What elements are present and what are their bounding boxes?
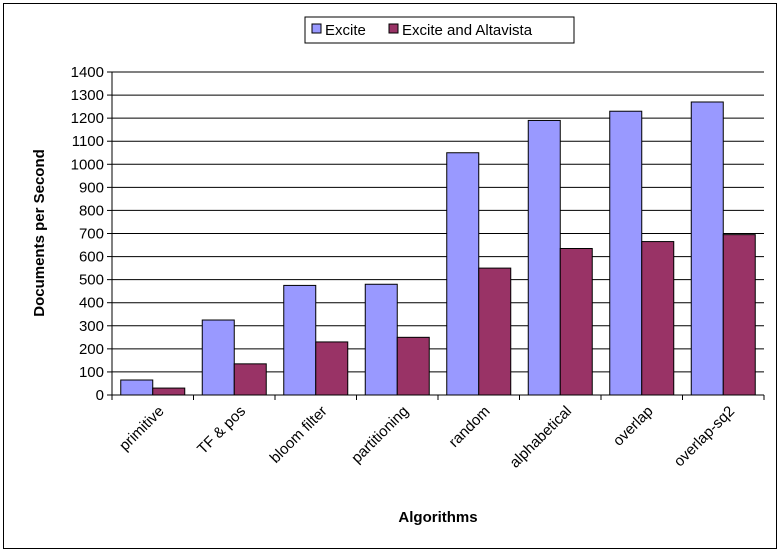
x-tick-label: partitioning [348, 403, 412, 467]
bar-excite [690, 101, 724, 396]
bar-excite-and-altavista [152, 387, 186, 396]
x-tick-label: overlap [610, 403, 657, 450]
bar-excite-and-altavista [641, 241, 675, 396]
y-tick-label: 1300 [71, 87, 104, 104]
y-tick-label: 800 [79, 202, 104, 219]
x-tick-label: overlap-sq2 [671, 403, 738, 470]
y-tick-label: 0 [96, 387, 104, 404]
y-tick-label: 400 [79, 295, 104, 312]
x-tick-label: primitive [116, 403, 168, 455]
y-tick-label: 200 [79, 341, 104, 358]
bar-excite-and-altavista [315, 341, 349, 396]
bar-excite-and-altavista [559, 247, 593, 396]
y-tick-label: 1400 [71, 64, 104, 81]
x-tick-label: alphabetical [506, 403, 575, 472]
x-axis-title: Algorithms [398, 509, 477, 526]
bar-excite [364, 283, 398, 396]
bar-excite [283, 284, 317, 396]
legend-label: Excite and Altavista [402, 22, 533, 39]
legend-swatch [311, 23, 322, 34]
x-tick-labels: primitive TF & pos bloom filter partitionin… [116, 403, 738, 472]
legend-label: Excite [325, 22, 366, 39]
bar-excite-and-altavista [233, 363, 267, 396]
legend-box [304, 16, 575, 44]
bar-excite-and-altavista [722, 234, 756, 396]
y-tick-label: 500 [79, 272, 104, 289]
legend-swatch [388, 23, 399, 34]
bar-excite [201, 319, 235, 396]
axes [107, 71, 765, 400]
y-tick-label: 1000 [71, 156, 104, 173]
legend: Excite Excite and Altavista [304, 16, 575, 44]
bar-excite-and-altavista [396, 336, 430, 396]
bar-excite [120, 379, 154, 396]
y-tick-label: 1200 [71, 110, 104, 127]
bar-excite [527, 119, 561, 396]
y-tick-label: 100 [79, 364, 104, 381]
y-tick-label: 1100 [72, 133, 104, 150]
x-tick-label: random [446, 403, 494, 451]
y-axis-title: Documents per Second [31, 149, 48, 317]
y-tick-labels: 0 100 200 300 400 500 600 700 800 900 1000 1100 1200… [71, 64, 104, 404]
bar-excite [446, 152, 480, 396]
y-tick-label: 300 [79, 318, 104, 335]
bars [120, 101, 756, 396]
y-tick-label: 700 [79, 226, 104, 243]
x-tick-label: TF & pos [194, 403, 249, 458]
y-tick-label: 900 [79, 179, 104, 196]
bar-excite [609, 110, 643, 396]
x-tick-label: bloom filter [267, 403, 331, 467]
bar-excite-and-altavista [478, 267, 512, 396]
y-tick-label: 600 [79, 249, 104, 266]
